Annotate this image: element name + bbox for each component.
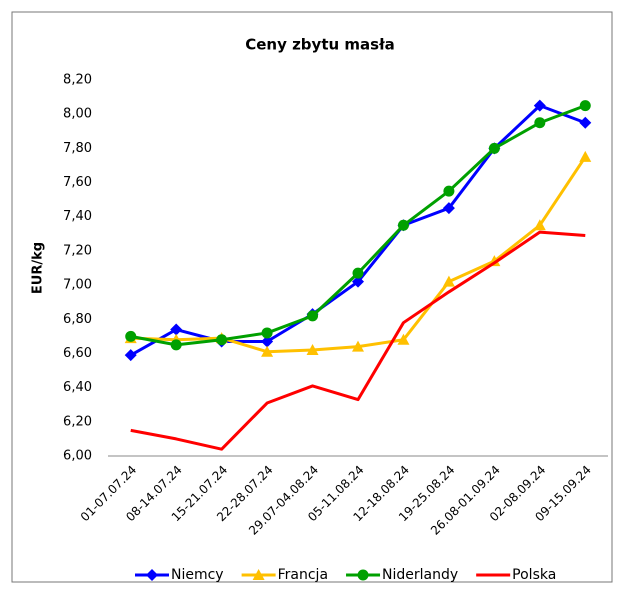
y-axis-label: EUR/kg — [31, 242, 46, 294]
y-tick-label: 7,20 — [63, 243, 92, 258]
data-point — [442, 275, 455, 287]
y-tick-label: 6,20 — [63, 414, 92, 429]
data-point — [579, 116, 592, 129]
legend-marker — [252, 569, 265, 580]
y-tick-label: 7,40 — [63, 209, 92, 224]
y-tick-label: 7,80 — [63, 141, 92, 156]
legend-marker — [357, 569, 369, 581]
data-point — [125, 330, 137, 342]
data-point — [261, 345, 274, 357]
y-tick-label: 8,20 — [63, 73, 92, 88]
data-point — [307, 310, 319, 322]
legend-label: Niemcy — [171, 567, 224, 583]
data-point — [579, 150, 592, 162]
series-line — [130, 230, 586, 451]
data-point — [533, 99, 546, 112]
y-tick-label: 8,00 — [63, 107, 92, 122]
data-point — [261, 327, 273, 339]
chart-title: Ceny zbytu masła — [245, 36, 395, 54]
data-point — [488, 142, 500, 154]
data-point — [397, 219, 409, 231]
legend-label: Niderlandy — [382, 567, 458, 583]
data-point — [216, 334, 228, 346]
data-point — [170, 323, 183, 336]
chart-border — [11, 11, 613, 583]
y-tick-label: 6,00 — [63, 449, 92, 464]
y-tick-label: 6,80 — [63, 312, 92, 327]
y-tick-label: 7,00 — [63, 278, 92, 293]
legend-label: Polska — [512, 567, 556, 583]
data-point — [397, 333, 410, 345]
data-point — [579, 100, 591, 112]
legend-label: Francja — [278, 567, 328, 583]
data-point — [352, 267, 364, 279]
y-tick-label: 6,40 — [63, 380, 92, 395]
data-point — [442, 202, 455, 215]
data-point — [534, 117, 546, 129]
y-tick-label: 7,60 — [63, 175, 92, 190]
data-point — [124, 349, 137, 362]
data-point — [306, 344, 319, 356]
y-tick-label: 6,60 — [63, 346, 92, 361]
data-point — [533, 219, 546, 231]
data-point — [352, 340, 364, 352]
data-point — [170, 339, 182, 351]
data-point — [443, 185, 455, 197]
legend-marker — [146, 569, 158, 581]
data-point — [352, 275, 364, 288]
data-point — [261, 335, 274, 348]
